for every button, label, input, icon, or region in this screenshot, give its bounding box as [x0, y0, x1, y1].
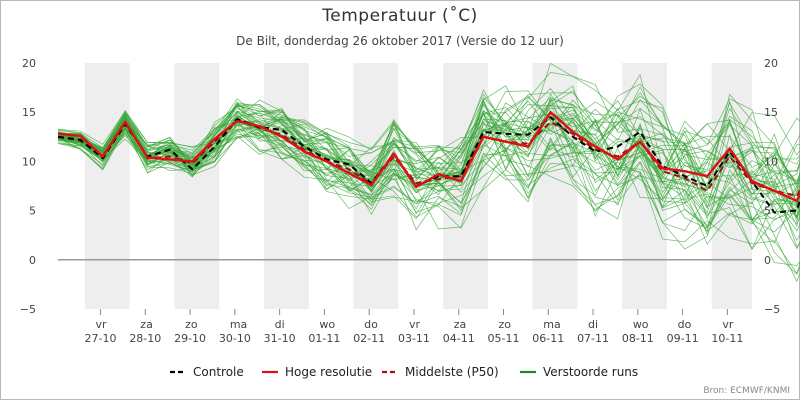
y-tick-label: 10 [22, 155, 36, 168]
x-tick-day: zo [499, 318, 512, 331]
ensemble-run [57, 125, 800, 274]
y-tick-label: 15 [764, 106, 778, 119]
x-tick-date: 02-11 [353, 332, 385, 345]
x-tick-day: ma [543, 318, 560, 331]
x-tick-day: za [454, 318, 467, 331]
source-credit: Bron: ECMWF/KNMI [703, 386, 790, 396]
x-tick-date: 28-10 [129, 332, 161, 345]
legend: Controle Hoge resolutie Middelste (P50) Ver… [170, 365, 638, 379]
y-tick-label: 20 [22, 57, 36, 70]
x-tick-date: 09-11 [667, 332, 699, 345]
x-tick-date: 06-11 [532, 332, 564, 345]
x-tick-date: 05-11 [488, 332, 520, 345]
ensemble-run [57, 99, 800, 205]
x-tick-day: vr [409, 318, 421, 331]
x-tick-day: vr [96, 318, 108, 331]
legend-label: Verstoorde runs [543, 365, 638, 379]
weekend-bands [84, 63, 752, 309]
ensemble-run [57, 123, 800, 215]
x-tick-date: 10-11 [711, 332, 743, 345]
y-tick-label: 0 [29, 254, 36, 267]
chart-subtitle: De Bilt, donderdag 26 oktober 2017 (Vers… [236, 34, 564, 48]
y-axis-right: −5 0 5 10 15 20 [764, 57, 780, 316]
y-tick-label: −5 [20, 303, 36, 316]
series-line-1 [57, 111, 800, 202]
main-lines [57, 111, 800, 214]
x-tick-day: ma [230, 318, 247, 331]
ensemble-run [57, 92, 800, 183]
ensemble-run [57, 103, 800, 228]
x-axis: vr27-10za28-10zo29-10ma30-10di31-10wo01-… [85, 309, 743, 345]
day-band [174, 63, 220, 309]
legend-label: Controle [193, 365, 244, 379]
ensemble-run [57, 105, 800, 233]
day-band [84, 63, 130, 309]
ensemble-run [57, 103, 800, 208]
y-axis-left: −5 0 5 10 15 20 [20, 57, 36, 316]
y-tick-label: 0 [764, 254, 771, 267]
ensemble-run [57, 129, 800, 250]
x-tick-day: za [140, 318, 153, 331]
x-tick-date: 04-11 [443, 332, 475, 345]
x-tick-day: vr [722, 318, 734, 331]
ensemble-run [57, 71, 800, 188]
day-band [263, 63, 309, 309]
chart-title: Temperatuur (˚C) [322, 6, 478, 26]
ensemble-run [57, 127, 800, 250]
ensemble-run [57, 62, 800, 172]
ensemble-run [57, 111, 800, 228]
x-tick-day: zo [185, 318, 198, 331]
x-tick-day: do [678, 318, 692, 331]
x-tick-date: 01-11 [308, 332, 340, 345]
ensemble-run [57, 122, 800, 242]
x-tick-date: 27-10 [85, 332, 117, 345]
y-tick-label: 5 [29, 205, 36, 218]
x-tick-date: 29-10 [174, 332, 206, 345]
x-tick-day: di [588, 318, 598, 331]
x-tick-day: do [364, 318, 378, 331]
ensemble-run [57, 110, 800, 232]
y-tick-label: 20 [764, 57, 778, 70]
x-tick-date: 08-11 [622, 332, 654, 345]
x-tick-date: 30-10 [219, 332, 251, 345]
y-tick-label: 5 [764, 205, 771, 218]
ensemble-run [57, 93, 800, 207]
ensemble-run [57, 114, 800, 219]
y-tick-label: 15 [22, 106, 36, 119]
ensemble-run [57, 124, 800, 283]
ensemble-run [57, 101, 800, 189]
legend-label: Hoge resolutie [285, 365, 372, 379]
ensemble-lines [57, 62, 800, 283]
x-tick-date: 03-11 [398, 332, 430, 345]
x-tick-day: wo [319, 318, 335, 331]
ensemble-run [57, 87, 800, 189]
ensemble-run [57, 100, 800, 218]
ensemble-run [57, 99, 800, 207]
x-tick-day: di [275, 318, 285, 331]
x-tick-day: wo [633, 318, 649, 331]
x-tick-date: 07-11 [577, 332, 609, 345]
ensemble-run [57, 102, 800, 183]
ensemble-run [57, 126, 800, 217]
x-tick-date: 31-10 [264, 332, 296, 345]
legend-label: Middelste (P50) [405, 365, 499, 379]
series-line-2 [57, 119, 800, 197]
ensemble-run [57, 123, 800, 221]
y-tick-label: 10 [764, 155, 778, 168]
y-tick-label: −5 [764, 303, 780, 316]
series-line-0 [57, 116, 800, 214]
